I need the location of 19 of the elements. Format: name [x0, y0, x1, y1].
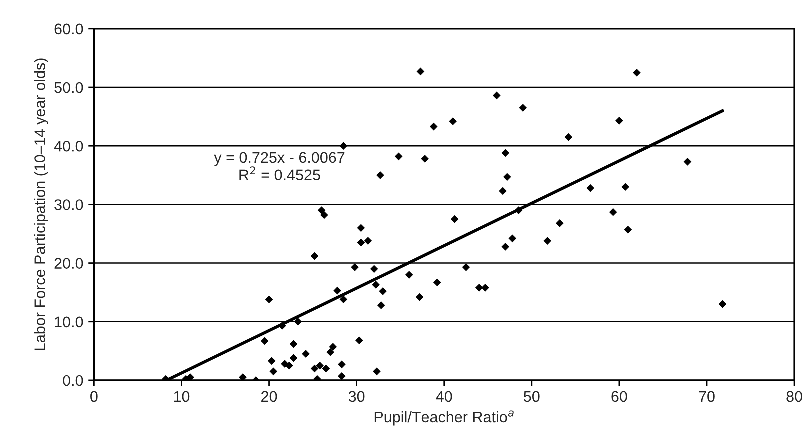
x-tick-label: 40	[436, 391, 452, 402]
y-tick-label: 50.0	[54, 82, 84, 94]
y-tick-label: 60.0	[54, 24, 84, 35]
y-tick-label: 40.0	[54, 140, 84, 152]
y-tick-label: 20.0	[54, 258, 84, 269]
x-tick-label: 10	[174, 391, 190, 402]
x-tick-label: 0	[90, 391, 98, 402]
x-tick-label: 20	[262, 391, 278, 402]
x-tick-label: 70	[699, 391, 715, 402]
x-axis-title: Pupil/Teacher Ratio$^{a}$	[374, 410, 514, 426]
x-tick-label: 80	[786, 391, 802, 402]
y-tick-label: 0.0	[63, 375, 84, 386]
y-axis-title: Labor Force Participation (10–14 year olds)	[34, 58, 48, 350]
x-tick-label: 30	[348, 391, 365, 402]
y-tick-label: 30.0	[54, 200, 84, 210]
y-tick-label: 10.0	[55, 316, 84, 328]
x-tick-label: 50	[524, 391, 540, 402]
x-tick-label: 60	[612, 391, 628, 402]
annotation: y = 0.725x - 6.0067 R$^{2}$ = 0.4525	[214, 152, 345, 181]
